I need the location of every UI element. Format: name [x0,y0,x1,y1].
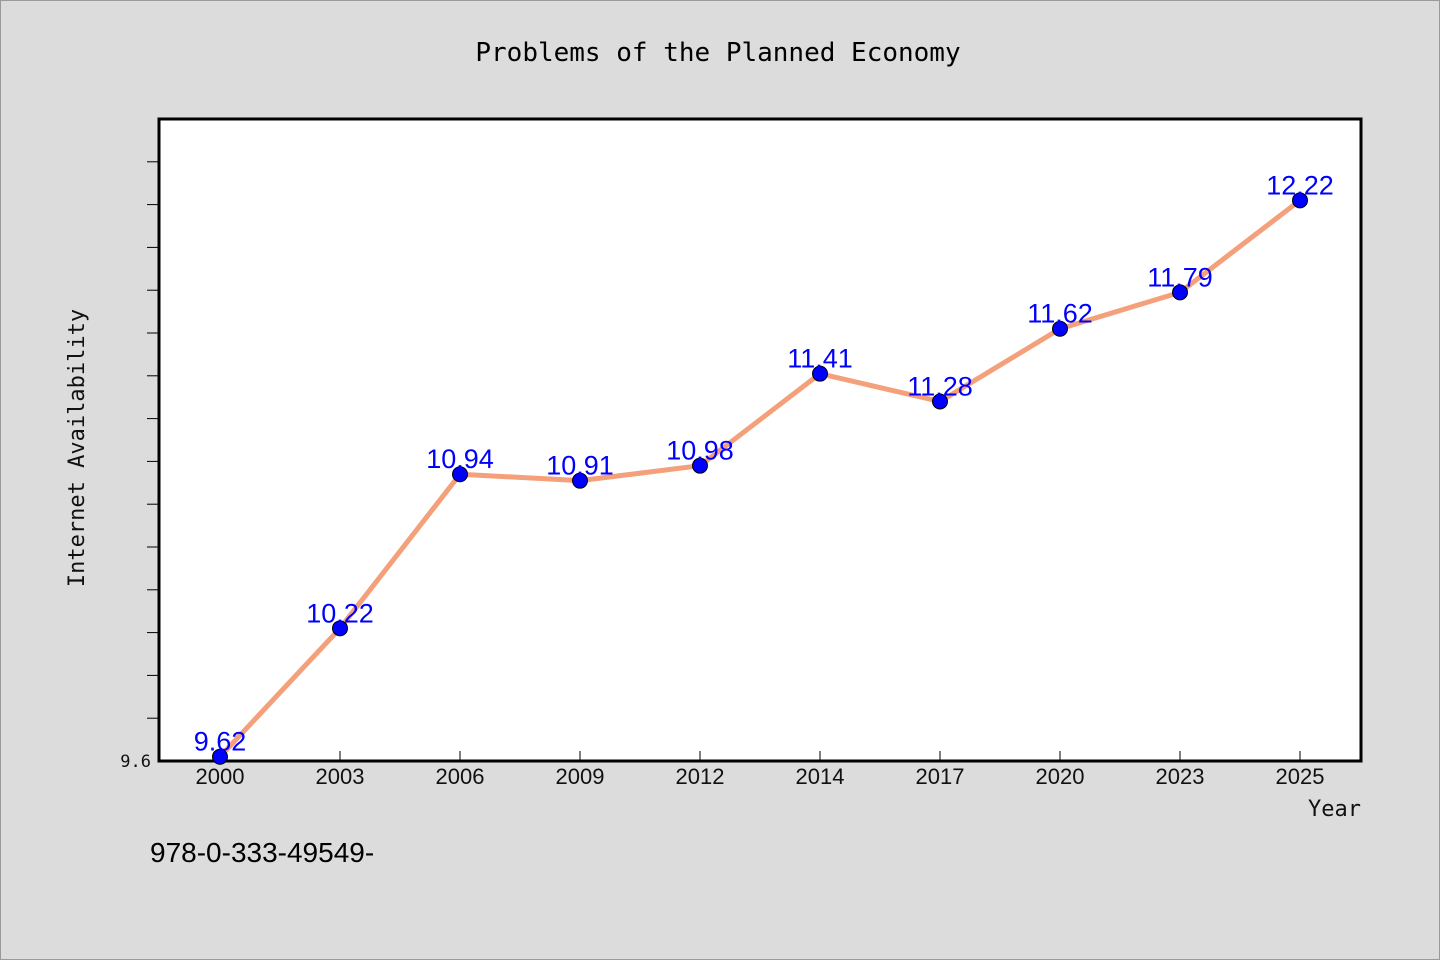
chart-title: Problems of the Planned Economy [475,38,960,68]
data-point [932,393,948,410]
data-label: 12.22 [1266,170,1334,200]
x-axis-tick-labels: 2000 2003 2006 2009 2012 2014 2017 2020 2023 2025 [196,764,1325,789]
series-lines [217,197,1303,760]
x-tick-label: 2025 [1276,764,1325,789]
y-axis-tick-labels: 9.6 [120,752,151,772]
data-label: 10.98 [666,436,734,466]
data-label: 10.22 [306,598,374,628]
x-tick-label: 2017 [916,764,965,789]
x-tick-label: 2020 [1036,764,1085,789]
data-point [1292,192,1308,209]
data-labels: 9.62 10.22 10.94 10.91 10.98 11.41 11.28 11.62 1… [194,170,1334,756]
series-line [217,197,1303,760]
data-label: 9.62 [194,727,247,757]
data-label: 10.94 [426,444,494,474]
x-tick-label: 2000 [196,764,245,789]
data-label: 11.28 [907,371,973,401]
x-tick-label: 2003 [316,764,365,789]
data-label: 11.62 [1027,299,1093,329]
data-point [1172,284,1188,301]
data-point [572,472,588,489]
x-tick-label: 2009 [556,764,605,789]
x-tick-label: 2023 [1156,764,1205,789]
x-tick-label: 2006 [436,764,485,789]
y-axis-ticks [147,161,159,719]
data-label: 11.41 [787,344,853,374]
data-label: 10.91 [546,451,614,481]
data-markers [212,192,1308,765]
x-tick-label: 2012 [676,764,725,789]
data-point [332,620,348,637]
y-axis-title: Internet Availability [65,309,90,587]
data-point [1052,320,1068,337]
footer-text: 978-0-333-49549- [150,837,374,868]
x-tick-label: 2014 [796,764,845,789]
plot-area [157,117,1363,763]
y-tick-label: 9.6 [120,752,151,772]
data-point [692,457,708,474]
data-point [812,365,828,382]
x-axis-title: Year [1308,797,1361,822]
data-point [212,748,228,765]
x-axis-ticks [219,751,1301,761]
data-label: 11.79 [1147,262,1213,292]
data-point [452,466,468,483]
